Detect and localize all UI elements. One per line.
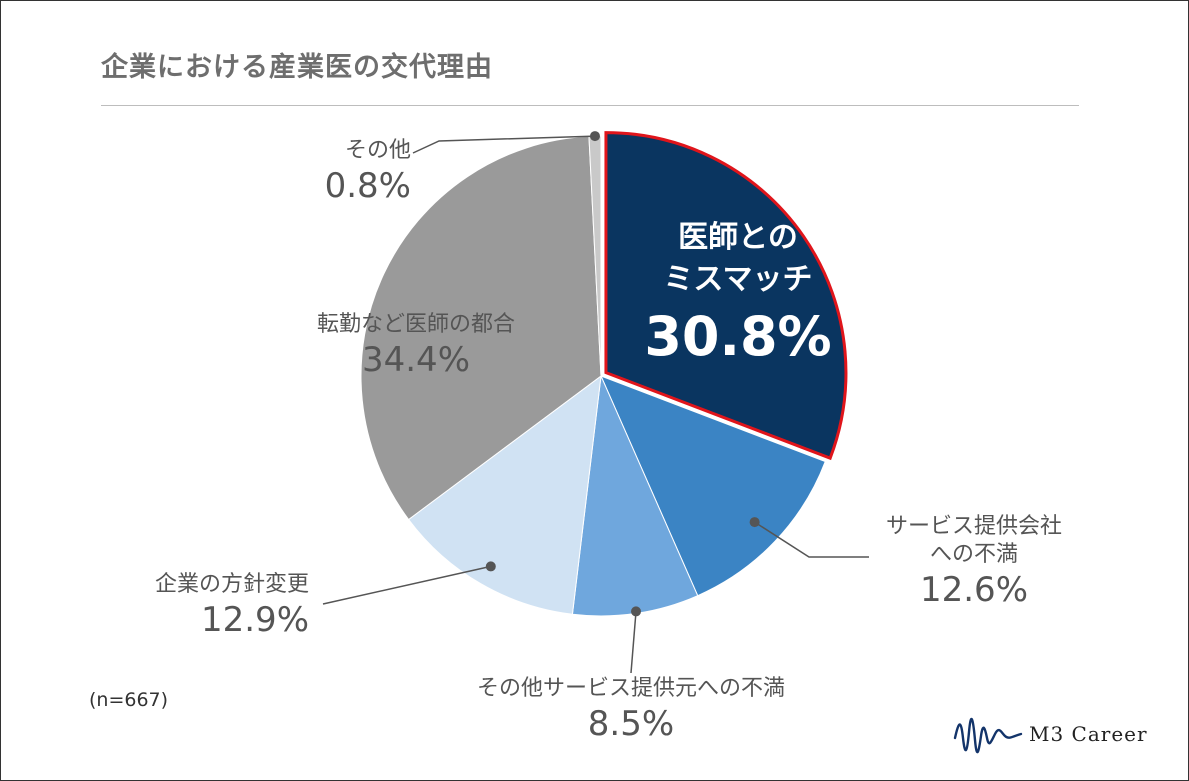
waveform-logo-icon bbox=[953, 717, 1023, 754]
slice-name: 転勤など医師の都合 bbox=[316, 312, 515, 337]
slice-label-other-provider: その他サービス提供元への不満 8.5% bbox=[451, 675, 811, 745]
slice-label-policy-change: 企業の方針変更 12.9% bbox=[119, 571, 309, 641]
leader-line bbox=[322, 565, 491, 605]
sample-size-note: (n=667) bbox=[89, 689, 169, 711]
slice-percent: 12.9% bbox=[200, 600, 309, 640]
slice-percent: 0.8% bbox=[324, 166, 411, 206]
slice-label-mismatch: 医師との ミスマッチ 30.8% bbox=[633, 217, 843, 373]
slice-name: その他サービス提供元への不満 bbox=[476, 676, 785, 701]
title-divider bbox=[101, 105, 1079, 106]
slice-mismatch bbox=[604, 131, 848, 461]
leader-dot bbox=[589, 131, 600, 142]
slice-name: 企業の方針変更 bbox=[154, 572, 309, 597]
slice-name-line-1: サービス提供会社 bbox=[885, 514, 1062, 539]
leader-dot bbox=[749, 517, 760, 528]
slice-percent: 34.4% bbox=[361, 340, 470, 380]
leader-line bbox=[630, 611, 637, 674]
slice-label-other: その他 0.8% bbox=[301, 137, 411, 207]
chart-title: 企業における産業医の交代理由 bbox=[101, 52, 493, 83]
brand-wordmark: M3 Career bbox=[1029, 722, 1148, 746]
slice-name-line-2: ミスマッチ bbox=[663, 262, 813, 297]
slice-percent: 12.6% bbox=[919, 570, 1028, 610]
slice-percent: 8.5% bbox=[587, 704, 675, 744]
leader-line bbox=[412, 135, 595, 154]
slice-label-service-company: サービス提供会社 への不満 12.6% bbox=[869, 513, 1079, 611]
brand-logo: M3 Career bbox=[953, 714, 1148, 754]
slice-name: その他 bbox=[344, 138, 411, 163]
leader-dot bbox=[485, 561, 496, 572]
slice-transfer bbox=[360, 135, 602, 521]
slice-label-transfer: 転勤など医師の都合 34.4% bbox=[301, 311, 531, 381]
slice-policy-change bbox=[407, 374, 602, 615]
leader-line bbox=[754, 521, 869, 558]
slice-service-company bbox=[600, 375, 826, 597]
slice-name-line-1: 医師との bbox=[678, 220, 798, 255]
leader-dot bbox=[631, 606, 642, 617]
slice-percent: 30.8% bbox=[644, 305, 832, 368]
slice-name-line-2: への不満 bbox=[929, 542, 1018, 567]
